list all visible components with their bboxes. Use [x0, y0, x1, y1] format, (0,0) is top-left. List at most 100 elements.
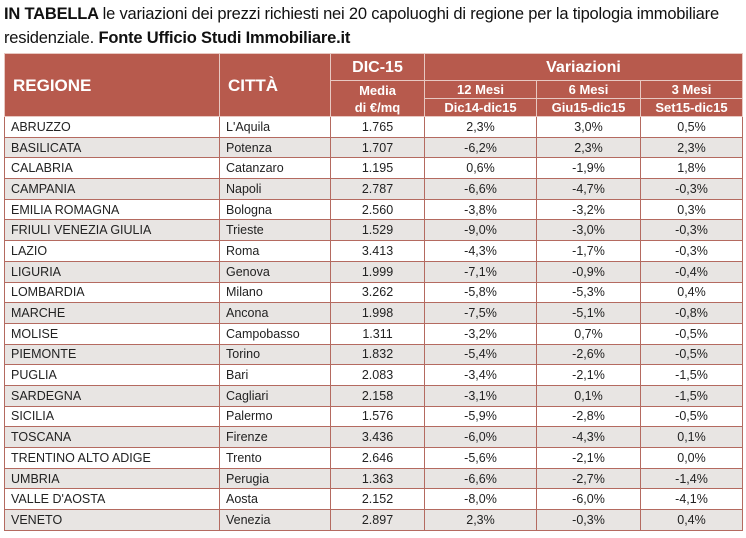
- cell-var-3-mesi: 2,3%: [640, 136, 743, 159]
- table-row: TOSCANA Firenze 3.436 -6,0% -4,3% 0,1%: [4, 426, 743, 448]
- cell-citta: Firenze: [219, 426, 331, 448]
- cell-var-6-mesi: -5,1%: [536, 302, 641, 324]
- header-media-line1: Media: [359, 82, 396, 98]
- table-row: LOMBARDIA Milano 3.262 -5,8% -5,3% 0,4%: [4, 281, 743, 304]
- cell-regione: FRIULI VENEZIA GIULIA: [4, 219, 220, 242]
- header-dic15: DIC-15: [330, 53, 425, 81]
- table-row: CAMPANIA Napoli 2.787 -6,6% -4,7% -0,3%: [4, 178, 743, 200]
- cell-var-3-mesi: 1,8%: [640, 157, 743, 180]
- cell-var-3-mesi: 0,1%: [640, 426, 743, 448]
- cell-regione: LOMBARDIA: [4, 281, 220, 304]
- cell-media-prezzo: 1.363: [330, 467, 425, 490]
- cell-var-6-mesi: -4,7%: [536, 178, 641, 200]
- cell-var-12-mesi: -7,1%: [424, 260, 537, 283]
- cell-var-12-mesi: -7,5%: [424, 302, 537, 324]
- cell-regione: MARCHE: [4, 302, 220, 324]
- cell-citta: Potenza: [219, 136, 331, 159]
- table-row: VALLE D'AOSTA Aosta 2.152 -8,0% -6,0% -4,1%: [4, 488, 743, 511]
- cell-regione: VENETO: [4, 509, 220, 531]
- cell-citta: Perugia: [219, 467, 331, 490]
- cell-var-12-mesi: -9,0%: [424, 219, 537, 242]
- header-period-12: Dic14-dic15: [424, 98, 537, 117]
- cell-regione: TOSCANA: [4, 426, 220, 448]
- table-row: PUGLIA Bari 2.083 -3,4% -2,1% -1,5%: [4, 364, 743, 386]
- cell-citta: Napoli: [219, 178, 331, 200]
- cell-var-6-mesi: -2,8%: [536, 405, 641, 428]
- cell-var-3-mesi: -0,5%: [640, 322, 743, 345]
- cell-var-3-mesi: -0,3%: [640, 219, 743, 242]
- table-row: VENETO Venezia 2.897 2,3% -0,3% 0,4%: [4, 509, 743, 531]
- cell-var-12-mesi: -4,3%: [424, 240, 537, 262]
- cell-media-prezzo: 2.897: [330, 509, 425, 531]
- cell-media-prezzo: 2.560: [330, 198, 425, 221]
- cell-regione: MOLISE: [4, 322, 220, 345]
- cell-var-12-mesi: -6,6%: [424, 467, 537, 490]
- cell-regione: CALABRIA: [4, 157, 220, 180]
- cell-var-6-mesi: -0,9%: [536, 260, 641, 283]
- header-media-line2: di €/mq: [354, 99, 401, 115]
- table-row: UMBRIA Perugia 1.363 -6,6% -2,7% -1,4%: [4, 467, 743, 490]
- cell-citta: Bologna: [219, 198, 331, 221]
- cell-media-prezzo: 3.436: [330, 426, 425, 448]
- cell-citta: Palermo: [219, 405, 331, 428]
- cell-regione: UMBRIA: [4, 467, 220, 490]
- caption-text: le variazioni dei prezzi richiesti nei 2…: [4, 5, 719, 47]
- cell-citta: Bari: [219, 364, 331, 386]
- cell-var-3-mesi: -1,5%: [640, 364, 743, 386]
- cell-var-6-mesi: -5,3%: [536, 281, 641, 304]
- cell-regione: VALLE D'AOSTA: [4, 488, 220, 511]
- price-variation-table: REGIONE CITTÀ DIC-15 Variazioni Media di …: [4, 53, 743, 531]
- cell-media-prezzo: 2.083: [330, 364, 425, 386]
- caption-source: Fonte Ufficio Studi Immobiliare.it: [98, 29, 351, 47]
- cell-var-6-mesi: -2,6%: [536, 343, 641, 366]
- cell-var-3-mesi: 0,5%: [640, 116, 743, 138]
- cell-var-3-mesi: 0,3%: [640, 198, 743, 221]
- cell-var-6-mesi: 3,0%: [536, 116, 641, 138]
- cell-citta: Roma: [219, 240, 331, 262]
- cell-citta: Genova: [219, 260, 331, 283]
- cell-var-3-mesi: -4,1%: [640, 488, 743, 511]
- cell-var-3-mesi: -0,3%: [640, 240, 743, 262]
- cell-var-6-mesi: -1,7%: [536, 240, 641, 262]
- header-12-mesi: 12 Mesi: [424, 80, 537, 99]
- cell-media-prezzo: 3.262: [330, 281, 425, 304]
- cell-regione: PUGLIA: [4, 364, 220, 386]
- cell-var-6-mesi: 0,1%: [536, 384, 641, 407]
- table-caption: IN TABELLA le variazioni dei prezzi rich…: [4, 2, 744, 50]
- cell-var-12-mesi: -6,6%: [424, 178, 537, 200]
- table-row: FRIULI VENEZIA GIULIA Trieste 1.529 -9,0% -3…: [4, 219, 743, 242]
- table-row: EMILIA ROMAGNA Bologna 2.560 -3,8% -3,2% 0,3%: [4, 198, 743, 221]
- cell-var-3-mesi: -0,5%: [640, 405, 743, 428]
- cell-media-prezzo: 1.529: [330, 219, 425, 242]
- cell-media-prezzo: 1.311: [330, 322, 425, 345]
- cell-var-6-mesi: -3,0%: [536, 219, 641, 242]
- cell-var-6-mesi: -3,2%: [536, 198, 641, 221]
- cell-var-12-mesi: -3,1%: [424, 384, 537, 407]
- cell-citta: Aosta: [219, 488, 331, 511]
- table-body: ABRUZZO L'Aquila 1.765 2,3% 3,0% 0,5% BASILICA…: [4, 116, 743, 531]
- cell-var-12-mesi: 2,3%: [424, 116, 537, 138]
- table-row: TRENTINO ALTO ADIGE Trento 2.646 -5,6% -2,1%…: [4, 447, 743, 469]
- table-row: BASILICATA Potenza 1.707 -6,2% 2,3% 2,3%: [4, 136, 743, 159]
- cell-var-3-mesi: -0,5%: [640, 343, 743, 366]
- cell-regione: ABRUZZO: [4, 116, 220, 138]
- cell-regione: EMILIA ROMAGNA: [4, 198, 220, 221]
- cell-media-prezzo: 1.765: [330, 116, 425, 138]
- cell-var-12-mesi: -5,8%: [424, 281, 537, 304]
- cell-var-6-mesi: 2,3%: [536, 136, 641, 159]
- cell-citta: Venezia: [219, 509, 331, 531]
- cell-var-12-mesi: -3,4%: [424, 364, 537, 386]
- header-variazioni: Variazioni: [424, 53, 743, 81]
- cell-media-prezzo: 1.707: [330, 136, 425, 159]
- cell-var-6-mesi: -4,3%: [536, 426, 641, 448]
- cell-var-3-mesi: 0,4%: [640, 281, 743, 304]
- cell-citta: Catanzaro: [219, 157, 331, 180]
- cell-var-12-mesi: -5,6%: [424, 447, 537, 469]
- cell-var-6-mesi: -2,7%: [536, 467, 641, 490]
- cell-var-6-mesi: -2,1%: [536, 364, 641, 386]
- cell-var-3-mesi: 0,4%: [640, 509, 743, 531]
- cell-var-3-mesi: -0,3%: [640, 178, 743, 200]
- table-row: LAZIO Roma 3.413 -4,3% -1,7% -0,3%: [4, 240, 743, 262]
- header-period-3: Set15-dic15: [640, 98, 743, 117]
- cell-media-prezzo: 3.413: [330, 240, 425, 262]
